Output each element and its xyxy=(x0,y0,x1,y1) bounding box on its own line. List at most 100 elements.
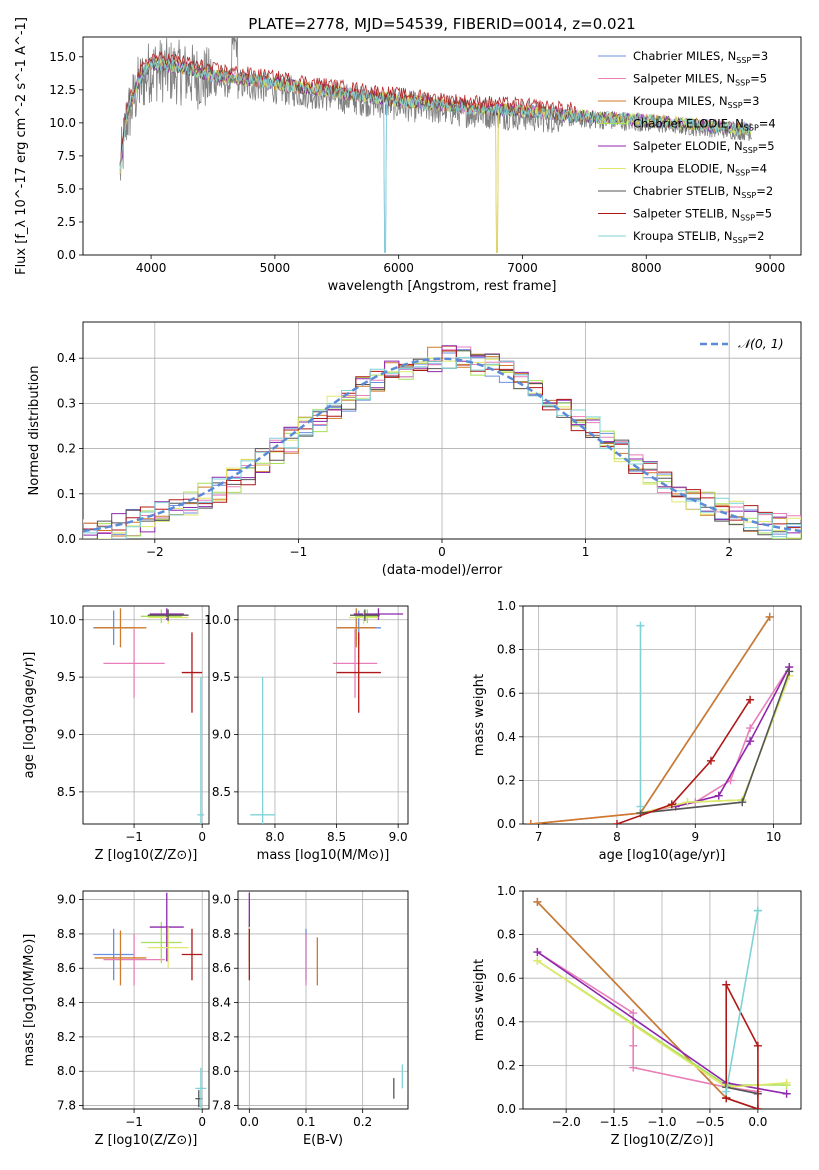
legend-subscript: SSP xyxy=(741,191,756,200)
x-axis-label: Z [log10(Z/Z⊙)] xyxy=(95,848,198,863)
x-axis-label: age [log10(age/yr)] xyxy=(599,848,726,863)
mass-weight-marker xyxy=(533,956,542,965)
tick-label-y: 8.5 xyxy=(212,785,231,799)
mass-weight-marker xyxy=(722,980,731,989)
tick-label-x: −1.0 xyxy=(647,1115,676,1129)
weight_vs_age-lines xyxy=(526,612,794,824)
tick-label-x: 8 xyxy=(613,830,621,844)
mass-weight-marker xyxy=(533,948,542,957)
errorbar-point xyxy=(195,1067,207,1109)
tick-label-x: 7000 xyxy=(507,261,538,275)
legend-subscript: SSP xyxy=(743,146,758,155)
tick-label-x: 0.1 xyxy=(296,1115,315,1129)
weight_vs_age-axes: 7 8 9 10 0.0 0.2 0.4 0.6 0.8 1.0 age [log10(age/yr… xyxy=(472,599,802,863)
y-axis-label: mass [log10(M/M⊙)] xyxy=(22,934,37,1067)
mass-weight-marker xyxy=(746,724,755,733)
mass-weight-marker xyxy=(526,820,535,824)
figure-title: PLATE=2778, MJD=54539, FIBERID=0014, z=0… xyxy=(248,15,635,33)
reference-legend-label: 𝒩(0, 1) xyxy=(738,336,784,351)
mass-weight-marker xyxy=(629,1041,638,1050)
errorbar-point xyxy=(350,609,380,621)
legend-subscript: SSP xyxy=(736,56,751,65)
x-axis-label: E(B-V) xyxy=(303,1133,343,1148)
age_vs_mass-axes: 8.0 8.5 9.0 8.5 9.0 9.5 10.0 mass [log10(M/M⊙)] xyxy=(204,605,409,863)
mass-weight-marker xyxy=(753,1105,762,1109)
mass-weight-line xyxy=(536,960,787,1089)
tick-label-y: 0.3 xyxy=(57,396,76,410)
legend-nssp: =5 xyxy=(750,72,767,86)
tick-label-y: 12.5 xyxy=(49,83,76,97)
tick-label-x: 1 xyxy=(582,545,590,559)
errorbar-point xyxy=(103,933,165,986)
tick-label-y: 8.8 xyxy=(212,927,231,941)
tick-label-y: 0.1 xyxy=(57,487,76,501)
y-axis-label: mass weight xyxy=(472,674,487,756)
tick-label-x: 8000 xyxy=(631,261,662,275)
gaussian-reference-curve xyxy=(83,357,801,533)
legend-label: Chabrier STELIB, NSSP=2 xyxy=(633,184,773,200)
tick-label-y: 10.0 xyxy=(204,613,231,627)
tick-label-y: 9.0 xyxy=(212,893,231,907)
tick-label-y: 10.0 xyxy=(49,613,76,627)
errorbar-point xyxy=(147,927,189,969)
errorbar-point xyxy=(94,608,147,648)
tick-label-x: −0.5 xyxy=(695,1115,724,1129)
axes-frame xyxy=(522,605,802,825)
legend-nssp: =4 xyxy=(759,117,776,131)
legend-nssp: =5 xyxy=(758,139,775,153)
errorbar-point xyxy=(103,628,165,698)
tick-label-y: 9.0 xyxy=(212,728,231,742)
tick-label-x: −2.0 xyxy=(552,1115,581,1129)
tick-label-y: 9.5 xyxy=(57,670,76,684)
legend-subscript: SSP xyxy=(744,124,759,133)
tick-label-x: 0 xyxy=(438,545,446,559)
mass-weight-marker xyxy=(612,820,621,824)
mass-weight-line xyxy=(726,1086,759,1095)
tick-label-y: 0.6 xyxy=(497,686,516,700)
axes-frame xyxy=(82,321,802,540)
y-axis-label: mass weight xyxy=(472,959,487,1041)
x-axis-label: Z [log10(Z/Z⊙)] xyxy=(95,1133,198,1148)
tick-label-y: 0.4 xyxy=(497,1015,516,1029)
weight_vs_Z-axes: −2.0 −1.5 −1.0 −0.5 0.0 0.0 0.2 0.4 0.6 0.8 1.0 Z [… xyxy=(472,884,802,1148)
spectrum-legend: Chabrier MILES, NSSP=3 Salpeter MILES, NS… xyxy=(598,49,776,245)
tick-label-y: 8.5 xyxy=(57,785,76,799)
mass-weight-marker xyxy=(746,695,755,704)
tick-label-x: 0.0 xyxy=(748,1115,767,1129)
legend-subscript: SSP xyxy=(735,169,750,178)
tick-label-y: 8.2 xyxy=(212,1030,231,1044)
y-axis-label: Flux [f_λ 10^-17 erg cm^-2 s^-1 A^-1] xyxy=(14,17,29,275)
tick-label-y: 9.5 xyxy=(212,670,231,684)
legend-subscript: SSP xyxy=(733,236,748,245)
tick-label-y: 8.4 xyxy=(57,996,76,1010)
mass-weight-marker xyxy=(782,1089,791,1098)
legend-label: Chabrier MILES, NSSP=3 xyxy=(633,49,768,65)
mass-weight-marker xyxy=(629,1063,638,1072)
mass-weight-marker xyxy=(738,798,747,807)
tick-label-y: 0.0 xyxy=(497,1102,516,1116)
mass-weight-marker xyxy=(753,906,762,915)
x-axis-label: mass [log10(M/M⊙)] xyxy=(257,848,390,863)
errorbar-point xyxy=(332,628,378,698)
mass-weight-line xyxy=(725,910,759,1092)
tick-label-y: 1.0 xyxy=(497,599,516,613)
age_vs_Z-points xyxy=(93,608,205,824)
tick-label-x: 0 xyxy=(198,830,206,844)
tick-label-y: 1.0 xyxy=(497,884,516,898)
model-spectrum-line xyxy=(119,51,577,166)
axes-frame xyxy=(237,605,409,825)
mass_vs_Z-axes: −1 0 7.8 8.0 8.2 8.4 8.6 8.8 9.0 Z [log10(Z/Z⊙)] m… xyxy=(22,890,210,1148)
tick-label-y: 9.0 xyxy=(57,893,76,907)
spectrum-axes: 4000 5000 6000 7000 8000 9000 0.0 2.5 5.0 7.5 10.0… xyxy=(14,17,802,294)
mass_vs_ebv-axes: 0.0 0.1 0.2 7.8 8.0 8.2 8.4 8.6 8.8 9.0 E(B-V) xyxy=(212,890,409,1148)
tick-label-y: 0.0 xyxy=(497,817,516,831)
axes-frame xyxy=(82,890,210,1110)
tick-label-x: 8.0 xyxy=(265,830,284,844)
mass-weight-marker xyxy=(636,802,645,811)
errorbar-point xyxy=(140,609,182,624)
legend-subscript: SSP xyxy=(735,79,750,88)
mass-weight-marker xyxy=(667,800,676,809)
tick-label-y: 8.0 xyxy=(57,1064,76,1078)
tick-label-x: −1 xyxy=(125,1115,143,1129)
